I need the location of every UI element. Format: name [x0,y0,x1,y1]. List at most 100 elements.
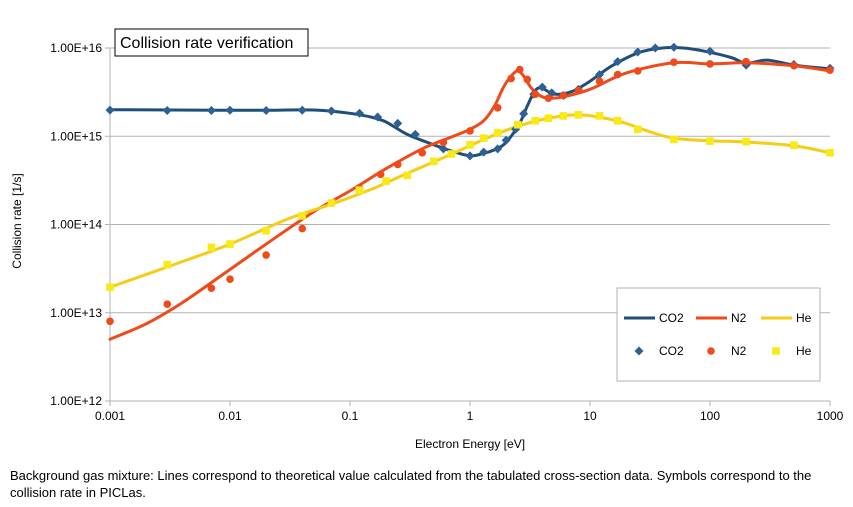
legend-label: CO2 [659,311,684,325]
data-point-co2 [297,105,307,115]
legend-frame [616,287,821,382]
x-tick-label: 100 [700,409,720,423]
data-point-co2 [261,105,271,115]
plot-series [105,42,835,341]
data-point-he [559,112,568,120]
series-line-n2 [108,60,832,341]
data-point-co2 [705,46,715,56]
data-point-he [207,243,216,252]
data-point-he [106,283,114,291]
legend-marker-swatch [772,347,780,355]
data-point-co2 [206,105,216,115]
data-point-n2 [439,138,448,147]
data-point-co2 [438,144,448,154]
data-point-n2 [418,148,427,157]
data-point-n2 [163,300,172,308]
data-point-he [298,212,307,220]
data-point-co2 [225,105,235,115]
data-point-n2 [523,75,532,84]
data-point-n2 [595,77,604,86]
data-point-n2 [262,251,270,259]
data-point-he [706,137,714,145]
data-point-n2 [226,275,234,283]
series-markers-he [106,111,834,291]
data-point-he [382,177,390,185]
legend-label: N2 [731,344,747,358]
data-point-co2 [105,105,115,115]
data-point-n2 [826,66,834,75]
data-point-co2 [537,82,547,92]
data-point-he [163,260,172,269]
series-line-he [108,113,832,289]
x-tick-label: 0.1 [342,409,359,423]
data-point-he [466,141,474,149]
data-point-he [262,226,270,235]
gridlines [110,47,830,314]
data-point-co2 [595,70,605,80]
y-tick-label: 1.00E+15 [50,129,102,143]
data-point-n2 [633,67,642,75]
chart-title-box: Collision rate verification [114,28,309,57]
data-point-he [226,240,234,248]
series-markers-n2 [106,57,834,326]
data-point-n2 [376,170,385,179]
data-point-he [355,186,364,194]
data-point-n2 [298,224,307,233]
legend-label: CO2 [659,344,684,358]
data-point-he [742,137,750,146]
data-point-n2 [507,74,515,83]
data-point-co2 [519,109,529,119]
series-markers-co2 [105,42,835,161]
x-tick-label: 1000 [817,409,844,423]
y-tick-label: 1.00E+14 [50,218,102,232]
legend: CO2 N2 He CO2 N2 He [616,287,821,382]
x-tick-label: 0.001 [95,409,125,423]
data-point-n2 [670,58,678,67]
data-point-n2 [466,127,474,135]
data-point-he [826,148,834,157]
data-point-n2 [106,317,114,326]
chart-area: 1.00E+12 1.00E+13 1.00E+14 1.00E+15 1.00E+16… [10,28,844,451]
data-point-co2 [501,135,511,145]
data-point-co2 [650,43,660,53]
y-tick-label: 1.00E+13 [50,306,102,320]
data-point-he [327,199,336,207]
chart-title: Collision rate verification [120,35,293,52]
collision-rate-chart: 1.00E+12 1.00E+13 1.00E+14 1.00E+15 1.00E+16… [10,28,844,451]
figure-caption: Background gas mixture: Lines correspond… [10,468,812,500]
x-tick-label: 0.01 [218,409,242,423]
data-point-he [613,116,622,125]
data-point-he [403,171,412,180]
chart-title-frame [114,28,309,57]
tick-labels: 1.00E+12 1.00E+13 1.00E+14 1.00E+15 1.00E+16… [50,41,843,423]
data-point-co2 [410,129,420,139]
data-point-n2 [559,91,568,100]
data-point-he [493,128,502,137]
legend-label: N2 [731,311,747,325]
x-axis-label: Electron Energy [eV] [415,437,525,451]
data-point-n2 [531,90,540,98]
legend-marker-swatch [634,346,644,356]
data-point-n2 [393,160,402,169]
data-point-co2 [613,57,623,67]
data-point-co2 [355,108,365,118]
data-point-he [633,125,642,134]
data-point-n2 [207,284,216,292]
legend-marker-swatch [707,347,715,355]
data-point-n2 [742,57,750,66]
data-point-co2 [373,112,383,122]
data-point-n2 [544,94,553,102]
data-point-he [513,120,522,129]
data-point-co2 [479,147,489,157]
legend-label: He [796,344,812,358]
x-tick-label: 1 [467,409,474,423]
data-point-co2 [493,144,503,154]
data-point-he [447,150,456,158]
data-point-he [544,114,553,123]
data-point-co2 [393,118,403,128]
data-point-he [430,157,438,166]
data-point-he [531,116,540,125]
data-point-he [670,135,678,144]
data-point-he [595,112,604,120]
data-point-co2 [633,47,643,57]
